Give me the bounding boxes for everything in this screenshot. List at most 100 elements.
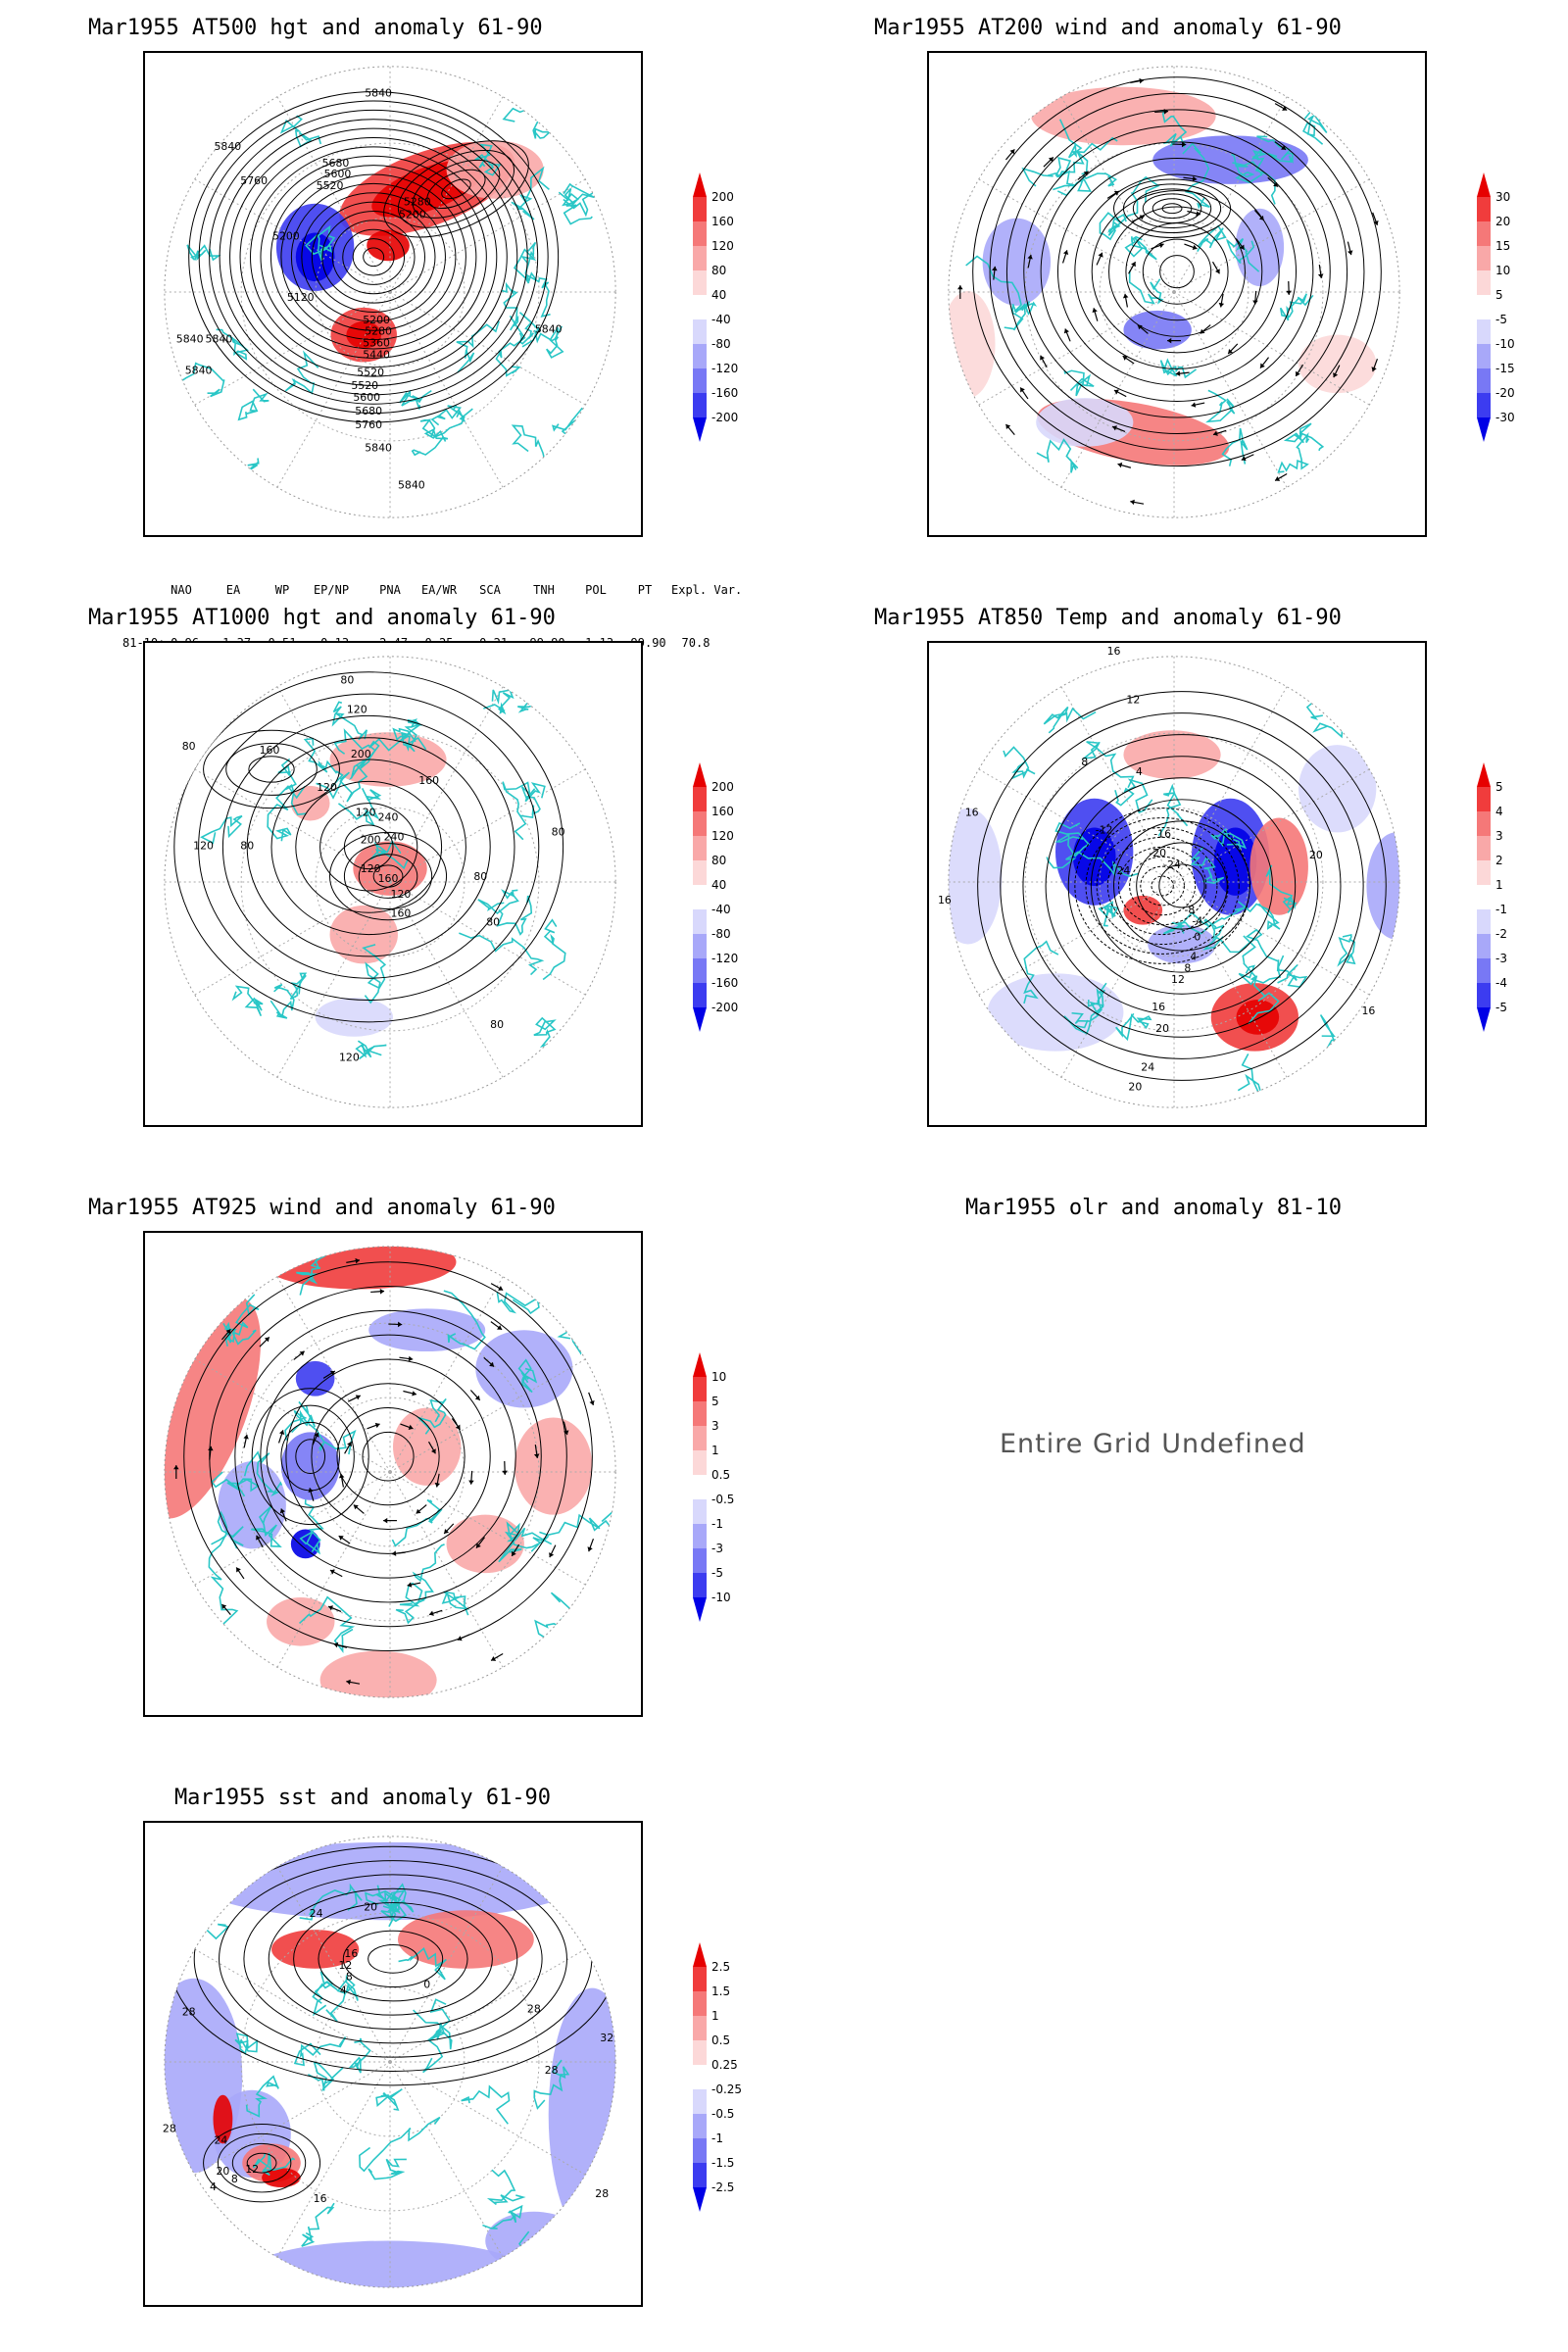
contour-label: 80 <box>552 825 565 838</box>
colorbar-swatch <box>693 2089 707 2114</box>
contour-label: 5360 <box>363 337 390 350</box>
contour-label: 8 <box>1184 961 1191 974</box>
teleconn-header: SCA <box>479 583 501 597</box>
colorbar-swatch <box>693 2187 707 2212</box>
colorbar-label: -1 <box>1495 903 1507 916</box>
colorbar-swatch <box>1477 246 1491 270</box>
colorbar-label: -1 <box>711 2132 723 2145</box>
contour-label: 20 <box>1309 849 1323 861</box>
colorbar-label: 80 <box>711 264 726 277</box>
contour-label: 5600 <box>353 391 380 404</box>
colorbar-swatch <box>693 344 707 368</box>
anomaly-shade <box>315 998 393 1037</box>
colorbar-label: -80 <box>711 337 731 351</box>
colorbar-swatch <box>693 1450 707 1475</box>
contour-labels: 5840584057605680560055205280520052005120… <box>176 87 563 492</box>
colorbar-label: -120 <box>711 952 738 965</box>
contour-label: 5680 <box>355 405 382 417</box>
colorbar-swatch <box>1477 909 1491 934</box>
anomaly-shade <box>193 1841 583 1921</box>
colorbar-swatch <box>693 2040 707 2065</box>
anomaly-shade <box>1366 832 1400 940</box>
colorbar-label: -200 <box>711 411 738 424</box>
colorbar-label: 2.5 <box>711 1960 730 1974</box>
colorbar-label: 10 <box>711 1370 726 1384</box>
anomaly-shade <box>1250 817 1308 915</box>
coastline-group <box>174 107 595 485</box>
contour-label: 28 <box>182 2005 196 2018</box>
contour-label: 0 <box>423 1979 430 1991</box>
colorbar-swatch <box>693 319 707 344</box>
colorbar-label: -0.25 <box>711 2082 742 2096</box>
colorbar-swatch <box>693 2138 707 2163</box>
contour-group <box>188 91 560 423</box>
wind-streamlines <box>173 1257 595 1686</box>
contour-label: 32 <box>600 2032 613 2044</box>
anomaly-shade <box>319 1650 437 1698</box>
colorbar-swatch <box>1477 344 1491 368</box>
contour-label: 80 <box>240 839 254 852</box>
colorbar-label: 20 <box>1495 215 1510 228</box>
contour-label: 12 <box>338 1959 352 1972</box>
contour-label: 120 <box>339 1052 360 1064</box>
map-200wind-svg <box>948 66 1400 518</box>
contour-label: 5200 <box>363 314 390 326</box>
anomaly-shade <box>1123 895 1163 925</box>
contour-label: 20 <box>216 2165 229 2178</box>
contour-label: -20 <box>1149 847 1166 859</box>
colorbar-label: 160 <box>711 805 734 818</box>
contour-label: 120 <box>317 781 337 794</box>
colorbar-swatch <box>693 1548 707 1573</box>
colorbar-label: -40 <box>711 313 731 326</box>
contour-label: 4 <box>210 2180 217 2193</box>
colorbar-label: -80 <box>711 927 731 941</box>
colorbar-swatch <box>693 2163 707 2187</box>
colorbar-label: 4 <box>1495 805 1503 818</box>
contour-label: 160 <box>418 774 439 787</box>
map-200wind <box>927 51 1427 537</box>
colorbar-swatch <box>693 958 707 983</box>
contour-label: 16 <box>1152 1001 1165 1013</box>
colorbar-label: 1 <box>711 2009 719 2023</box>
teleconnection-table: NAO EA WP EP/NP PNA EA/WR SCA TNH POL PT Expl. Var… <box>122 546 742 650</box>
contour-label: 16 <box>314 2192 327 2205</box>
colorbar-swatch <box>693 1377 707 1401</box>
colorbar-swatch <box>1477 1007 1491 1032</box>
contour-label: 5840 <box>206 333 233 346</box>
contour-label: 120 <box>361 862 381 875</box>
anomaly-shade <box>548 1987 616 2241</box>
panel-title-500hgt: Mar1955 AT500 hgt and anomaly 61-90 <box>88 16 543 40</box>
colorbar-label: -30 <box>1495 411 1515 424</box>
colorbar-swatch <box>693 811 707 836</box>
colorbar-label: -1 <box>711 1517 723 1531</box>
colorbar-label: 15 <box>1495 239 1510 253</box>
anomaly-shade <box>1152 135 1308 184</box>
colorbar-label: 0.5 <box>711 1468 730 1482</box>
colorbar-850temp: 5 4 3 2 1 -1 -2 -3 -4 -5 <box>1470 762 1529 1032</box>
contour-label: -24 <box>1163 858 1181 871</box>
anomaly-shade <box>475 1330 573 1408</box>
colorbar-label: 5 <box>711 1395 719 1408</box>
contour-label: 4 <box>1136 765 1143 778</box>
colorbar-200wind: 30 20 15 10 5 -5 -10 -15 -20 -30 <box>1470 172 1529 442</box>
contour-label: 5120 <box>287 291 315 304</box>
colorbar-svg: 5 4 3 2 1 -1 -2 -3 -4 -5 <box>1477 762 1507 1032</box>
contour-label: 4 <box>340 1984 347 1997</box>
colorbar-swatch <box>693 909 707 934</box>
panel-title-olr: Mar1955 olr and anomaly 81-10 <box>964 1196 1343 1220</box>
colorbar-swatch <box>1477 934 1491 958</box>
colorbar-sst: 2.5 1.5 1 0.5 0.25 -0.25 -0.5 -1 -1.5 -2.5 <box>686 1942 745 2212</box>
contour-label: 160 <box>378 872 399 885</box>
colorbar-label: 1 <box>1495 878 1503 892</box>
colorbar-svg: 2.5 1.5 1 0.5 0.25 -0.25 -0.5 -1 -1.5 -2.5 <box>693 1942 742 2212</box>
colorbar-svg: 30 20 15 10 5 -5 -10 -15 -20 -30 <box>1477 172 1515 442</box>
anomaly-shade <box>948 808 1003 945</box>
anomaly-shade <box>1031 86 1216 146</box>
colorbar-svg: 10 5 3 1 0.5 -0.5 -1 -3 -5 -10 <box>693 1352 734 1622</box>
anomaly-shade <box>1213 827 1257 896</box>
teleconn-header: Expl. Var. <box>671 583 743 597</box>
panel-title-1000hgt: Mar1955 AT1000 hgt and anomaly 61-90 <box>88 606 556 630</box>
contour-label: 200 <box>351 748 371 760</box>
